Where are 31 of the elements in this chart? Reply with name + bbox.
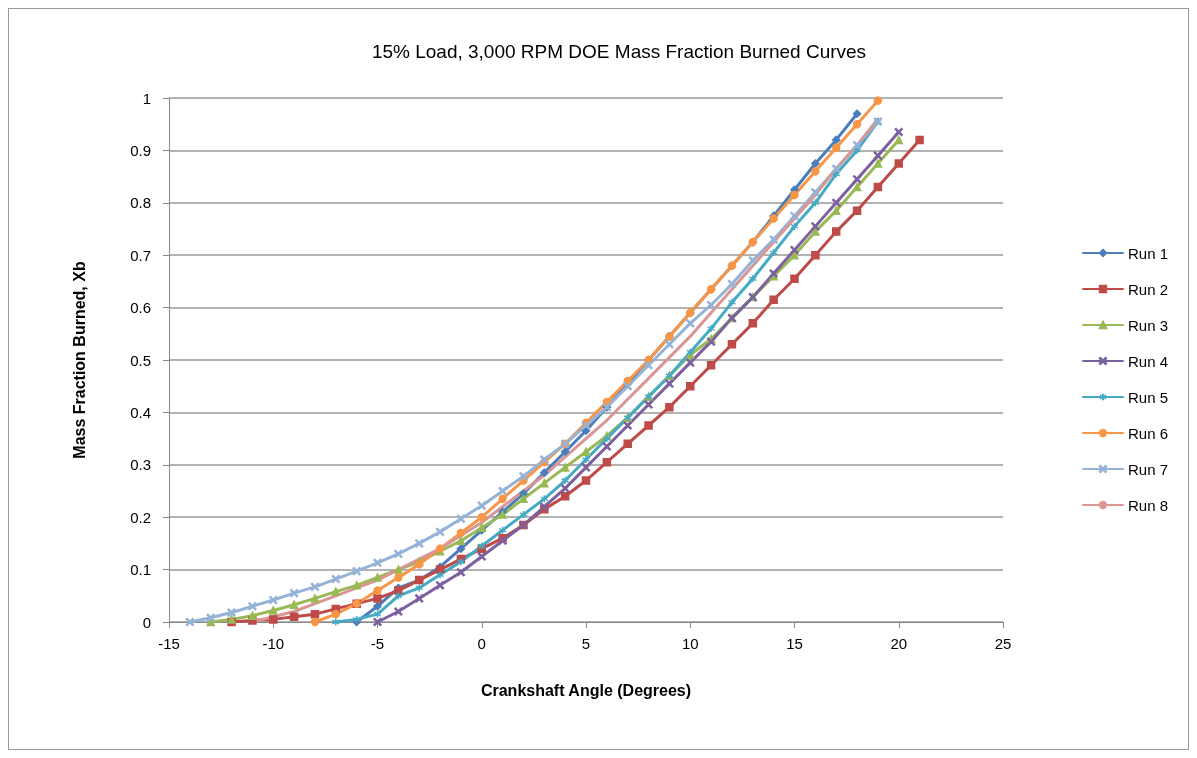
x-tick-label: 5 — [581, 635, 591, 652]
y-tick-label: 0.2 — [130, 508, 151, 526]
legend-label: Run 2 — [1127, 280, 1168, 298]
x-tick-label: -15 — [158, 635, 180, 652]
y-tick-label: 0.7 — [130, 246, 151, 264]
chart-title: 15% Load, 3,000 RPM DOE Mass Fraction Burned Curves — [371, 41, 867, 62]
y-tick-label: 0.1 — [130, 561, 151, 579]
y-tick-label: 0.8 — [130, 194, 151, 212]
y-axis-title: Mass Fraction Burned, Xb — [70, 261, 88, 459]
y-tick-label: 0.6 — [130, 299, 151, 317]
y-tick-label: 0.9 — [130, 141, 151, 159]
y-tick-label: 0 — [142, 613, 151, 631]
y-tick-label: 0.3 — [130, 456, 151, 474]
x-tick-label: 10 — [681, 635, 699, 652]
x-tick-label: -10 — [262, 635, 285, 652]
legend-label: Run 3 — [1127, 316, 1168, 334]
y-tick-label: 0.4 — [130, 403, 151, 421]
y-tick-label: 0.5 — [130, 351, 151, 369]
legend-label: Run 5 — [1127, 388, 1168, 406]
x-tick-label: -5 — [370, 635, 385, 652]
x-tick-label: 0 — [477, 635, 486, 652]
legend-label: Run 4 — [1127, 352, 1168, 370]
legend-label: Run 8 — [1127, 496, 1168, 514]
x-tick-label: 25 — [994, 635, 1012, 652]
legend-label: Run 7 — [1127, 460, 1168, 478]
legend-label: Run 6 — [1127, 424, 1168, 442]
x-axis-title: Crankshaft Angle (Degrees) — [480, 681, 692, 699]
y-tick-label: 1 — [142, 89, 151, 107]
x-tick-label: 15 — [786, 635, 803, 652]
x-tick-label: 20 — [890, 635, 908, 652]
legend-label: Run 1 — [1127, 244, 1168, 262]
